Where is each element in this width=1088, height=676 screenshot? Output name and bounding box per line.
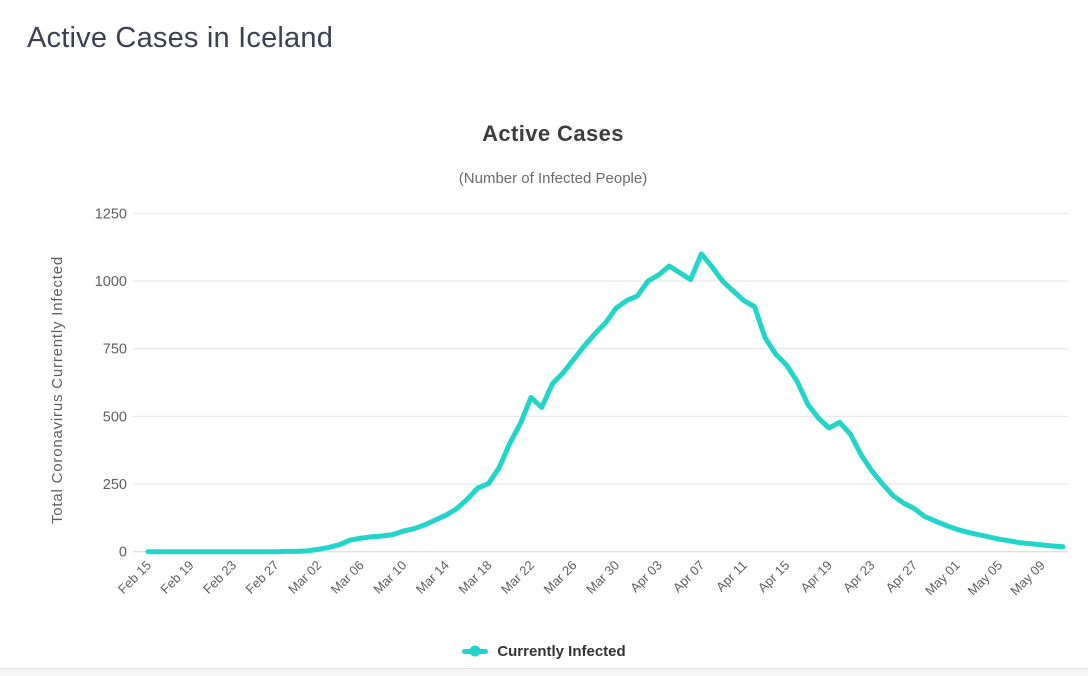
x-tick-label: May 05 bbox=[965, 558, 1006, 599]
x-tick-label: Apr 23 bbox=[840, 558, 878, 596]
x-tick-label: May 01 bbox=[922, 558, 963, 599]
x-tick-label: Mar 02 bbox=[285, 558, 324, 597]
x-tick-label: Feb 27 bbox=[243, 558, 282, 597]
y-tick-label: 1250 bbox=[95, 206, 127, 222]
series-group bbox=[145, 251, 1066, 555]
y-tick-label: 500 bbox=[103, 409, 127, 425]
legend-item-currently-infected[interactable]: Currently Infected bbox=[0, 638, 1088, 664]
x-tick-label: Mar 14 bbox=[413, 558, 452, 597]
y-axis-tick-labels: 0 250 500 750 1000 1250 bbox=[95, 206, 127, 560]
grid-lines bbox=[133, 212, 1068, 553]
x-tick-label: Mar 18 bbox=[455, 558, 494, 597]
x-tick-label: Mar 22 bbox=[498, 558, 537, 597]
x-tick-label: Mar 26 bbox=[540, 558, 579, 597]
y-tick-label: 1000 bbox=[95, 274, 127, 290]
chart-line-currently-infected[interactable] bbox=[145, 251, 1066, 555]
x-tick-label: Apr 19 bbox=[797, 558, 835, 596]
x-tick-label: Apr 15 bbox=[755, 558, 793, 596]
x-tick-label: Apr 27 bbox=[882, 558, 920, 596]
bottom-divider bbox=[0, 668, 1088, 676]
x-tick-label: Feb 15 bbox=[115, 558, 154, 597]
y-tick-label: 0 bbox=[119, 545, 127, 561]
x-tick-label: Mar 10 bbox=[370, 558, 409, 597]
page-title: Active Cases in Iceland bbox=[27, 22, 334, 54]
chart-subtitle: (Number of Infected People) bbox=[459, 170, 647, 187]
legend-label: Currently Infected bbox=[497, 642, 626, 660]
x-tick-label: Apr 07 bbox=[670, 558, 708, 596]
y-tick-label: 250 bbox=[103, 477, 127, 493]
line-series-marker-icon bbox=[462, 645, 489, 657]
y-tick-label: 750 bbox=[103, 342, 127, 358]
x-tick-label: Mar 30 bbox=[583, 558, 622, 597]
x-tick-label: Feb 23 bbox=[200, 558, 239, 597]
x-tick-label: Mar 06 bbox=[328, 558, 367, 597]
x-axis-tick-labels: Feb 15 Feb 19 Feb 23 Feb 27 Mar 02 Mar 06 Mar … bbox=[115, 558, 1048, 599]
y-axis-title: Total Coronavirus Currently Infected bbox=[49, 256, 66, 524]
chart-title: Active Cases bbox=[482, 121, 624, 146]
x-tick-label: Feb 19 bbox=[157, 558, 196, 597]
x-tick-label: Apr 11 bbox=[713, 558, 750, 595]
x-tick-label: May 09 bbox=[1007, 558, 1048, 599]
x-tick-label: Apr 03 bbox=[627, 558, 665, 596]
